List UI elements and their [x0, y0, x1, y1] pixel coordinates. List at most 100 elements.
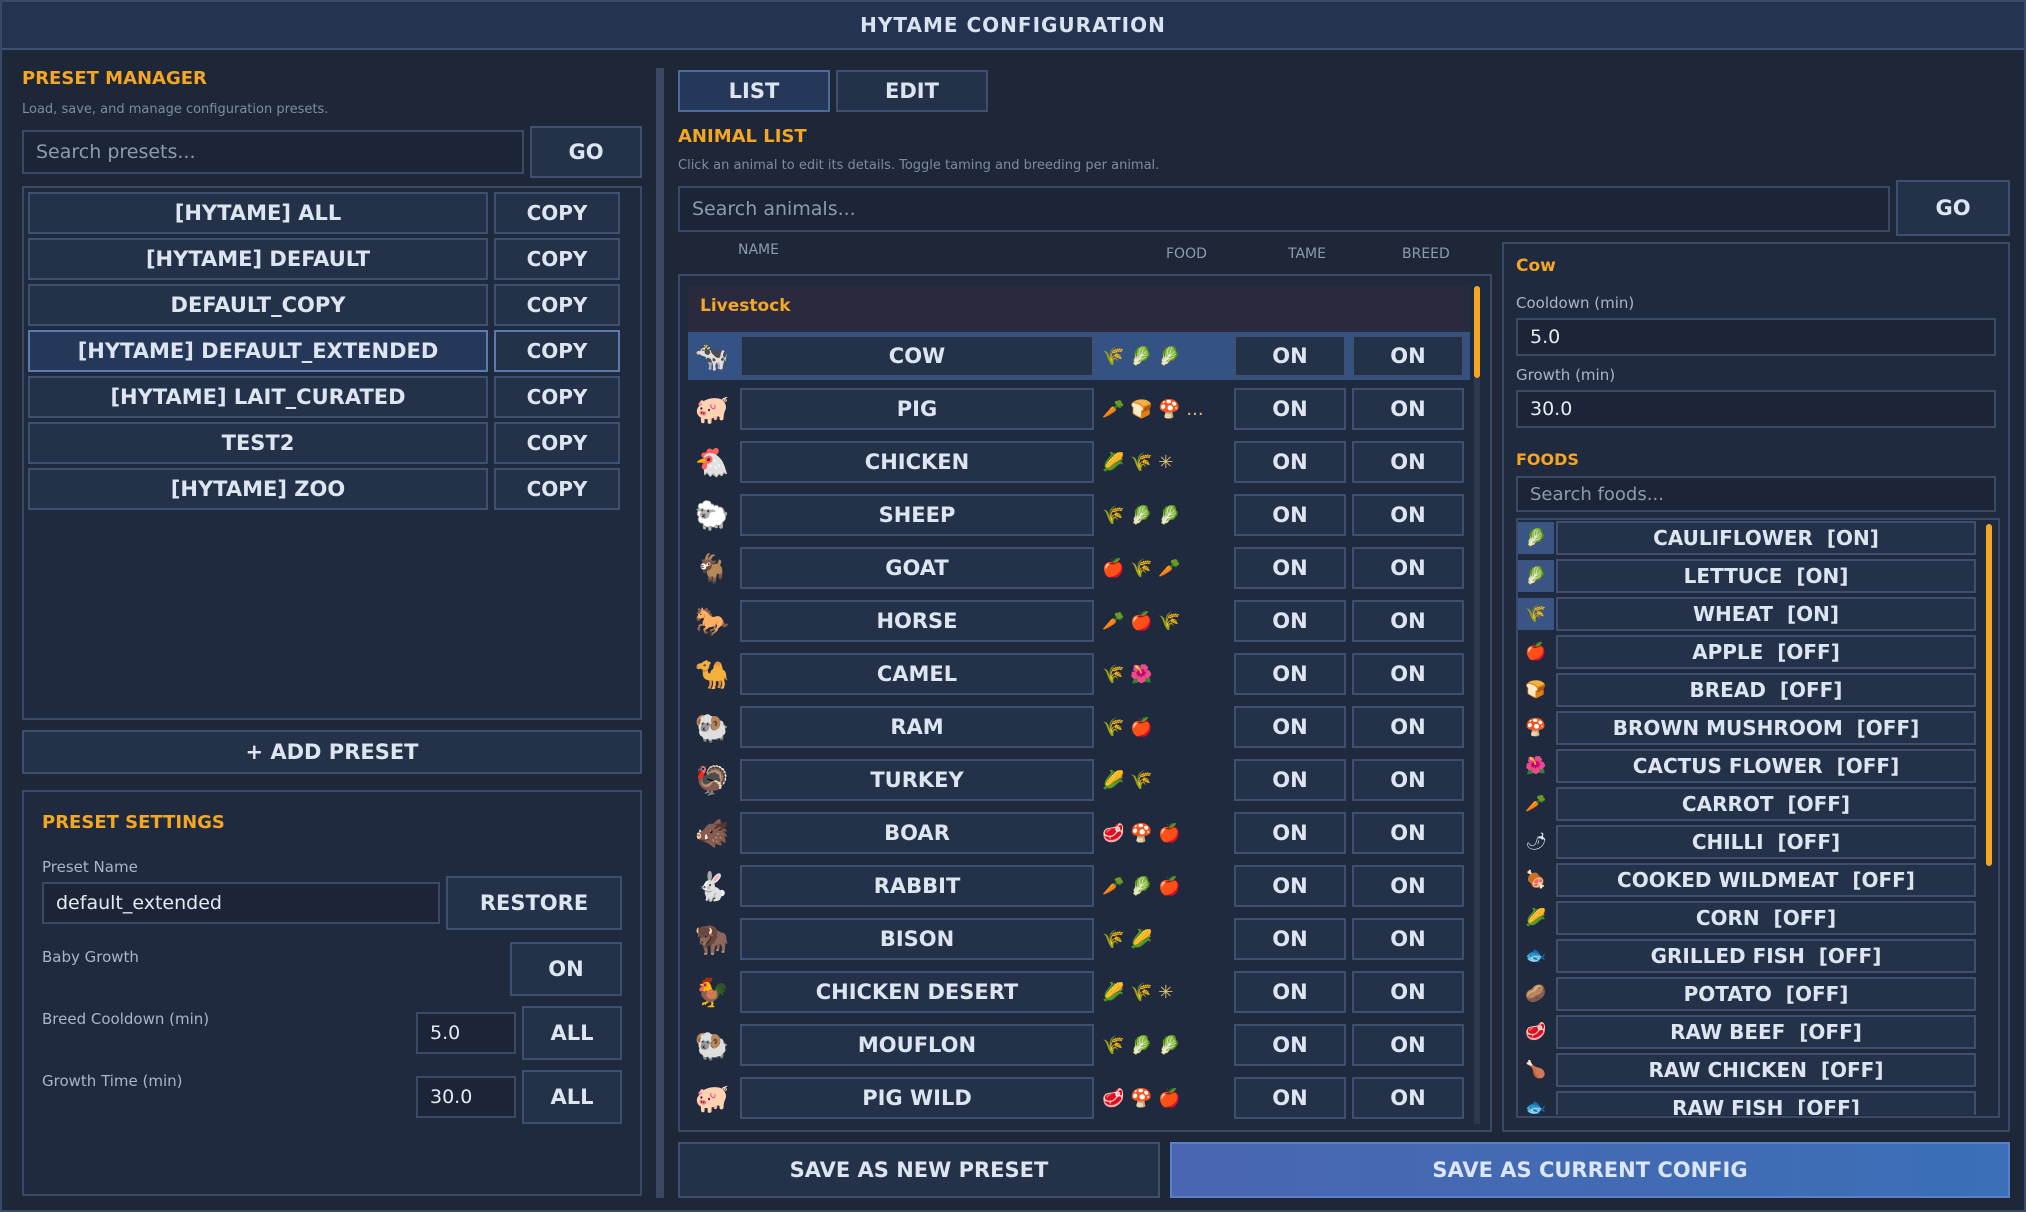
- animal-row[interactable]: 🐗 BOAR 🥩 🍄 🍎 ON ON: [688, 809, 1470, 857]
- animal-name-button[interactable]: HORSE: [740, 600, 1094, 642]
- animal-row[interactable]: 🐄 COW 🌾 🥬 🥬 ON ON: [688, 332, 1470, 380]
- save-as-new-preset-button[interactable]: SAVE AS NEW PRESET: [678, 1142, 1160, 1198]
- preset-search-go-button[interactable]: GO: [530, 126, 642, 178]
- animal-search-input[interactable]: Search animals...: [678, 186, 1890, 232]
- animal-name-button[interactable]: BISON: [740, 918, 1094, 960]
- animal-tame-toggle[interactable]: ON: [1234, 441, 1346, 483]
- food-search-input[interactable]: Search foods...: [1516, 476, 1996, 512]
- animal-name-button[interactable]: CAMEL: [740, 653, 1094, 695]
- food-row[interactable]: 🐟 RAW FISH [OFF]: [1518, 1091, 1976, 1115]
- preset-search-input[interactable]: Search presets...: [22, 130, 524, 174]
- animal-tame-toggle[interactable]: ON: [1234, 1024, 1346, 1066]
- tab-list[interactable]: LIST: [678, 70, 830, 112]
- animal-row[interactable]: 🐓 CHICKEN DESERT 🌽 🌾 ✳ ON ON: [688, 968, 1470, 1016]
- animal-name-button[interactable]: BOAR: [740, 812, 1094, 854]
- growth-time-input[interactable]: 30.0: [416, 1076, 516, 1118]
- animal-list-scroll-track[interactable]: [1474, 378, 1480, 1124]
- food-row[interactable]: 🐟 GRILLED FISH [OFF]: [1518, 939, 1976, 973]
- food-row[interactable]: 🥬 CAULIFLOWER [ON]: [1518, 521, 1976, 555]
- animal-tame-toggle[interactable]: ON: [1234, 335, 1346, 377]
- animal-breed-toggle[interactable]: ON: [1352, 1077, 1464, 1119]
- animal-breed-toggle[interactable]: ON: [1352, 547, 1464, 589]
- animal-name-button[interactable]: RABBIT: [740, 865, 1094, 907]
- food-row[interactable]: 🍄 BROWN MUSHROOM [OFF]: [1518, 711, 1976, 745]
- save-as-current-config-button[interactable]: SAVE AS CURRENT CONFIG: [1170, 1142, 2010, 1198]
- preset-copy-button[interactable]: COPY: [494, 330, 620, 372]
- food-row[interactable]: 🥬 LETTUCE [ON]: [1518, 559, 1976, 593]
- food-row[interactable]: 🍎 APPLE [OFF]: [1518, 635, 1976, 669]
- preset-name-button[interactable]: [HYTAME] DEFAULT: [28, 238, 488, 280]
- growth-time-all-button[interactable]: ALL: [522, 1070, 622, 1124]
- preset-copy-button[interactable]: COPY: [494, 192, 620, 234]
- food-toggle-button[interactable]: BROWN MUSHROOM [OFF]: [1556, 711, 1976, 745]
- animal-row[interactable]: 🐖 PIG 🥕 🍞 🍄 ... ON ON: [688, 385, 1470, 433]
- animal-tame-toggle[interactable]: ON: [1234, 1077, 1346, 1119]
- animal-breed-toggle[interactable]: ON: [1352, 759, 1464, 801]
- food-toggle-button[interactable]: CARROT [OFF]: [1556, 787, 1976, 821]
- food-row[interactable]: 🍖 COOKED WILDMEAT [OFF]: [1518, 863, 1976, 897]
- animal-row[interactable]: 🐇 RABBIT 🥕 🥬 🍎 ON ON: [688, 862, 1470, 910]
- animal-breed-toggle[interactable]: ON: [1352, 653, 1464, 695]
- breed-cooldown-input[interactable]: 5.0: [416, 1012, 516, 1054]
- animal-row[interactable]: 🦬 BISON 🌾 🌽 ON ON: [688, 915, 1470, 963]
- food-toggle-button[interactable]: BREAD [OFF]: [1556, 673, 1976, 707]
- animal-breed-toggle[interactable]: ON: [1352, 335, 1464, 377]
- animal-row[interactable]: 🐏 MOUFLON 🌾 🥬 🥬 ON ON: [688, 1021, 1470, 1069]
- preset-name-input[interactable]: default_extended: [42, 882, 440, 924]
- food-row[interactable]: 🌶 CHILLI [OFF]: [1518, 825, 1976, 859]
- animal-breed-toggle[interactable]: ON: [1352, 1024, 1464, 1066]
- animal-tame-toggle[interactable]: ON: [1234, 494, 1346, 536]
- animal-tame-toggle[interactable]: ON: [1234, 971, 1346, 1013]
- food-toggle-button[interactable]: CHILLI [OFF]: [1556, 825, 1976, 859]
- animal-name-button[interactable]: CHICKEN: [740, 441, 1094, 483]
- animal-breed-toggle[interactable]: ON: [1352, 918, 1464, 960]
- preset-name-button[interactable]: DEFAULT_COPY: [28, 284, 488, 326]
- animal-breed-toggle[interactable]: ON: [1352, 971, 1464, 1013]
- animal-row[interactable]: 🐐 GOAT 🍎 🌾 🥕 ON ON: [688, 544, 1470, 592]
- animal-name-button[interactable]: CHICKEN DESERT: [740, 971, 1094, 1013]
- food-toggle-button[interactable]: GRILLED FISH [OFF]: [1556, 939, 1976, 973]
- foods-scrollbar[interactable]: [1986, 524, 1992, 866]
- animal-name-button[interactable]: GOAT: [740, 547, 1094, 589]
- food-toggle-button[interactable]: APPLE [OFF]: [1556, 635, 1976, 669]
- food-row[interactable]: 🍞 BREAD [OFF]: [1518, 673, 1976, 707]
- preset-copy-button[interactable]: COPY: [494, 422, 620, 464]
- add-preset-button[interactable]: + ADD PRESET: [22, 730, 642, 774]
- animal-row[interactable]: 🐏 RAM 🌾 🍎 ON ON: [688, 703, 1470, 751]
- preset-name-button[interactable]: TEST2: [28, 422, 488, 464]
- animal-tame-toggle[interactable]: ON: [1234, 706, 1346, 748]
- preset-copy-button[interactable]: COPY: [494, 376, 620, 418]
- animal-breed-toggle[interactable]: ON: [1352, 494, 1464, 536]
- animal-row[interactable]: 🐔 CHICKEN 🌽 🌾 ✳ ON ON: [688, 438, 1470, 486]
- animal-name-button[interactable]: SHEEP: [740, 494, 1094, 536]
- animal-row[interactable]: 🐑 SHEEP 🌾 🥬 🥬 ON ON: [688, 491, 1470, 539]
- food-toggle-button[interactable]: CORN [OFF]: [1556, 901, 1976, 935]
- growth-input[interactable]: 30.0: [1516, 390, 1996, 428]
- cooldown-input[interactable]: 5.0: [1516, 318, 1996, 356]
- panel-divider[interactable]: [656, 68, 664, 1198]
- animal-name-button[interactable]: MOUFLON: [740, 1024, 1094, 1066]
- animal-breed-toggle[interactable]: ON: [1352, 388, 1464, 430]
- animal-tame-toggle[interactable]: ON: [1234, 600, 1346, 642]
- food-toggle-button[interactable]: RAW FISH [OFF]: [1556, 1091, 1976, 1115]
- animal-tame-toggle[interactable]: ON: [1234, 865, 1346, 907]
- baby-growth-toggle[interactable]: ON: [510, 942, 622, 996]
- food-toggle-button[interactable]: LETTUCE [ON]: [1556, 559, 1976, 593]
- food-row[interactable]: 🌺 CACTUS FLOWER [OFF]: [1518, 749, 1976, 783]
- animal-tame-toggle[interactable]: ON: [1234, 653, 1346, 695]
- animal-row[interactable]: 🐪 CAMEL 🌾 🌺 ON ON: [688, 650, 1470, 698]
- food-toggle-button[interactable]: RAW CHICKEN [OFF]: [1556, 1053, 1976, 1087]
- restore-button[interactable]: RESTORE: [446, 876, 622, 930]
- preset-copy-button[interactable]: COPY: [494, 238, 620, 280]
- breed-cooldown-all-button[interactable]: ALL: [522, 1006, 622, 1060]
- animal-tame-toggle[interactable]: ON: [1234, 812, 1346, 854]
- animal-row[interactable]: 🦃 TURKEY 🌽 🌾 ON ON: [688, 756, 1470, 804]
- food-toggle-button[interactable]: COOKED WILDMEAT [OFF]: [1556, 863, 1976, 897]
- animal-name-button[interactable]: COW: [740, 335, 1094, 377]
- food-row[interactable]: 🍗 RAW CHICKEN [OFF]: [1518, 1053, 1976, 1087]
- preset-name-button[interactable]: [HYTAME] DEFAULT_EXTENDED: [28, 330, 488, 372]
- animal-row[interactable]: 🐖 PIG WILD 🥩 🍄 🍎 ON ON: [688, 1074, 1470, 1122]
- food-toggle-button[interactable]: CAULIFLOWER [ON]: [1556, 521, 1976, 555]
- animal-tame-toggle[interactable]: ON: [1234, 547, 1346, 589]
- food-toggle-button[interactable]: CACTUS FLOWER [OFF]: [1556, 749, 1976, 783]
